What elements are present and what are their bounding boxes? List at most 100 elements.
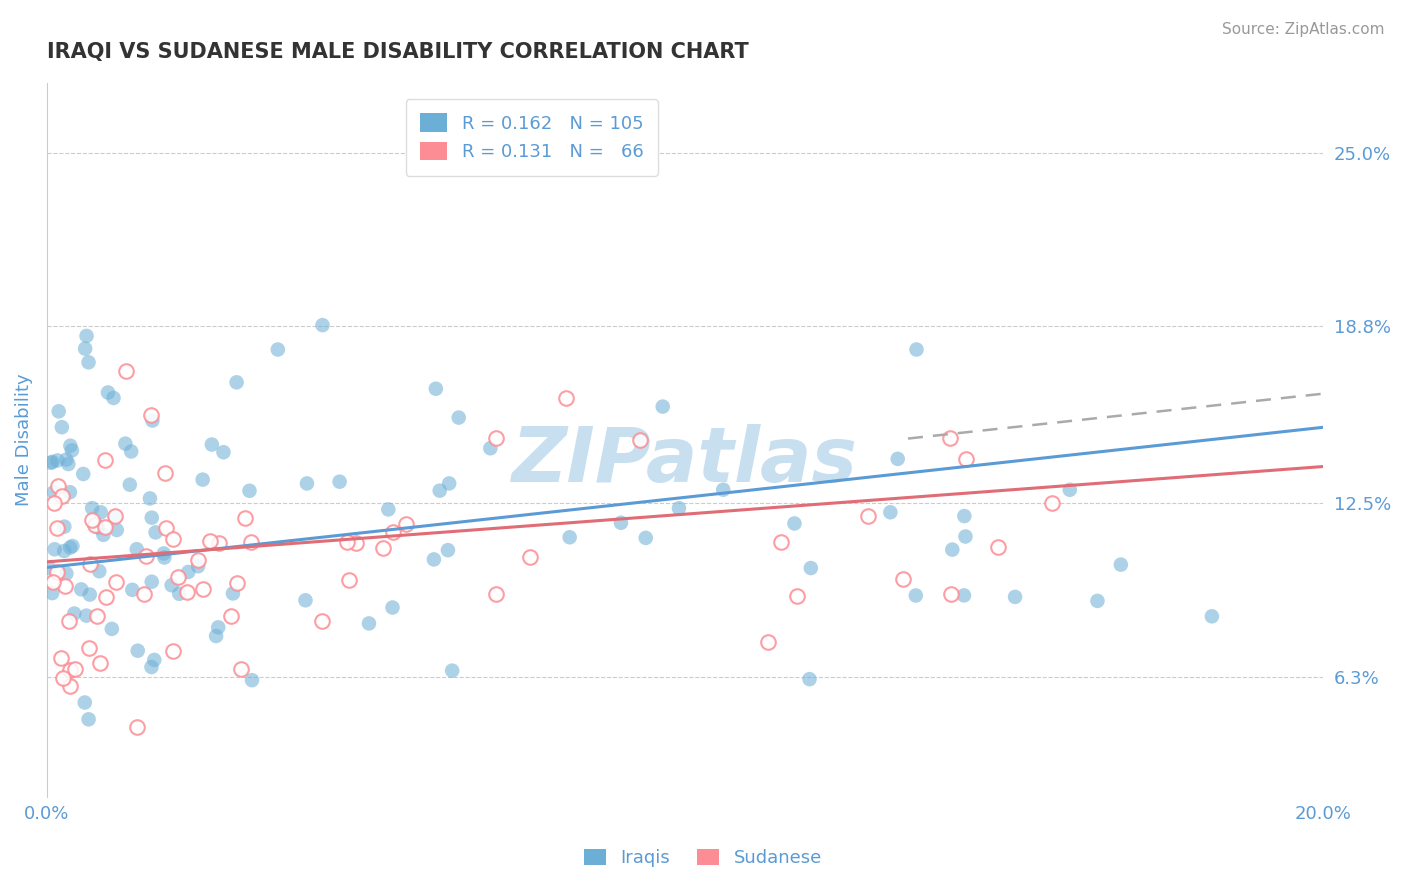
Point: [75, 608, 97, 623]
Point: [162, 533, 184, 547]
Point: [651, 400, 673, 414]
Point: [176, 585, 198, 599]
Point: [39, 456, 62, 470]
Point: [104, 509, 127, 524]
Point: [51, 489, 73, 503]
Point: [519, 549, 541, 564]
Point: [344, 535, 367, 549]
Point: [479, 442, 502, 456]
Point: [46, 566, 69, 580]
Point: [55, 566, 77, 581]
Point: [59, 679, 82, 693]
Point: [80, 501, 103, 516]
Point: [125, 720, 148, 734]
Point: [437, 543, 460, 558]
Point: [48, 479, 70, 493]
Point: [121, 582, 143, 597]
Point: [668, 501, 690, 516]
Point: [139, 491, 162, 506]
Point: [77, 712, 100, 726]
Point: [97, 385, 120, 400]
Point: [42, 485, 65, 500]
Point: [75, 342, 97, 356]
Point: [53, 579, 76, 593]
Point: [104, 509, 127, 524]
Legend: Iraqis, Sudanese: Iraqis, Sudanese: [576, 841, 830, 874]
Point: [311, 615, 333, 629]
Point: [447, 410, 470, 425]
Point: [786, 590, 808, 604]
Point: [955, 529, 977, 543]
Point: [799, 672, 821, 686]
Point: [381, 525, 404, 540]
Text: IRAQI VS SUDANESE MALE DISABILITY CORRELATION CHART: IRAQI VS SUDANESE MALE DISABILITY CORREL…: [46, 42, 748, 62]
Point: [311, 318, 333, 333]
Point: [187, 553, 209, 567]
Point: [381, 600, 404, 615]
Point: [155, 521, 177, 535]
Point: [90, 505, 112, 519]
Point: [41, 455, 63, 469]
Point: [83, 518, 105, 533]
Text: ZIPatlas: ZIPatlas: [512, 425, 858, 499]
Point: [59, 541, 82, 555]
Point: [904, 589, 927, 603]
Point: [1040, 496, 1063, 510]
Point: [152, 546, 174, 560]
Point: [329, 475, 352, 489]
Point: [233, 511, 256, 525]
Point: [1059, 483, 1081, 497]
Point: [94, 453, 117, 467]
Point: [42, 496, 65, 510]
Legend: R = 0.162   N = 105, R = 0.131   N =   66: R = 0.162 N = 105, R = 0.131 N = 66: [405, 99, 658, 176]
Point: [800, 561, 823, 575]
Point: [160, 578, 183, 592]
Point: [905, 343, 928, 357]
Point: [1109, 558, 1132, 572]
Point: [441, 664, 464, 678]
Point: [208, 535, 231, 549]
Point: [53, 544, 76, 558]
Point: [856, 508, 879, 523]
Point: [891, 572, 914, 586]
Point: [143, 653, 166, 667]
Point: [58, 615, 80, 629]
Point: [222, 586, 245, 600]
Point: [38, 561, 60, 575]
Point: [783, 516, 806, 531]
Point: [132, 587, 155, 601]
Point: [125, 542, 148, 557]
Point: [52, 671, 75, 685]
Point: [886, 451, 908, 466]
Point: [377, 502, 399, 516]
Point: [60, 443, 83, 458]
Point: [238, 483, 260, 498]
Point: [62, 539, 84, 553]
Point: [395, 517, 418, 532]
Point: [141, 660, 163, 674]
Point: [76, 329, 98, 343]
Point: [711, 483, 734, 497]
Point: [240, 535, 263, 549]
Point: [207, 620, 229, 634]
Point: [105, 523, 128, 537]
Point: [485, 431, 508, 445]
Point: [127, 643, 149, 657]
Point: [59, 663, 82, 677]
Point: [1004, 590, 1026, 604]
Point: [166, 570, 188, 584]
Point: [941, 587, 963, 601]
Point: [135, 549, 157, 563]
Point: [212, 445, 235, 459]
Point: [114, 436, 136, 450]
Point: [86, 520, 108, 534]
Point: [167, 587, 190, 601]
Point: [155, 466, 177, 480]
Point: [141, 413, 163, 427]
Point: [756, 635, 779, 649]
Point: [1087, 594, 1109, 608]
Point: [44, 542, 66, 557]
Point: [59, 485, 82, 500]
Point: [120, 444, 142, 458]
Point: [58, 457, 80, 471]
